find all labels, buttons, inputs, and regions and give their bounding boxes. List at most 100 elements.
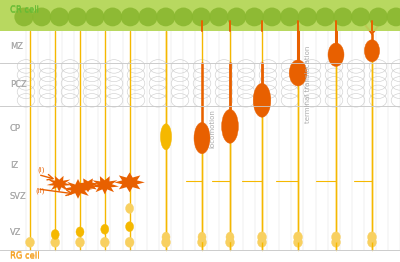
Polygon shape: [114, 172, 145, 192]
Ellipse shape: [126, 222, 134, 232]
Ellipse shape: [121, 8, 140, 26]
Ellipse shape: [26, 237, 34, 247]
Ellipse shape: [294, 237, 302, 247]
Ellipse shape: [316, 8, 335, 26]
Text: locomotion: locomotion: [209, 110, 215, 148]
Ellipse shape: [32, 8, 51, 26]
Ellipse shape: [138, 8, 158, 26]
Ellipse shape: [51, 237, 60, 247]
Polygon shape: [63, 179, 93, 199]
Ellipse shape: [162, 237, 170, 247]
Ellipse shape: [316, 8, 335, 26]
Text: PCZ: PCZ: [10, 80, 27, 89]
Ellipse shape: [194, 122, 210, 154]
Ellipse shape: [160, 124, 172, 150]
Ellipse shape: [126, 204, 134, 213]
Ellipse shape: [333, 8, 352, 26]
Ellipse shape: [50, 8, 69, 26]
Text: CR cell: CR cell: [10, 5, 39, 14]
Ellipse shape: [332, 237, 340, 247]
Ellipse shape: [192, 8, 211, 26]
Ellipse shape: [333, 8, 352, 26]
Ellipse shape: [198, 232, 206, 242]
Ellipse shape: [245, 8, 264, 26]
Ellipse shape: [289, 60, 307, 86]
Ellipse shape: [101, 224, 109, 234]
Ellipse shape: [364, 40, 380, 62]
Polygon shape: [91, 176, 119, 194]
Ellipse shape: [138, 8, 158, 26]
Text: CR cell: CR cell: [10, 7, 39, 15]
Ellipse shape: [386, 8, 400, 26]
Text: SVZ: SVZ: [10, 192, 27, 201]
Ellipse shape: [50, 8, 69, 26]
Ellipse shape: [209, 8, 228, 26]
Ellipse shape: [386, 8, 400, 26]
Text: RG cell: RG cell: [10, 252, 40, 261]
Ellipse shape: [226, 237, 234, 247]
Ellipse shape: [103, 8, 122, 26]
Ellipse shape: [162, 232, 170, 242]
Text: IZ: IZ: [10, 161, 18, 170]
Ellipse shape: [68, 8, 87, 26]
Ellipse shape: [351, 8, 370, 26]
Ellipse shape: [258, 232, 266, 242]
Ellipse shape: [14, 8, 34, 26]
Ellipse shape: [85, 8, 104, 26]
Ellipse shape: [368, 237, 376, 247]
Ellipse shape: [68, 8, 87, 26]
Ellipse shape: [226, 232, 234, 242]
Ellipse shape: [332, 232, 340, 242]
Ellipse shape: [298, 8, 317, 26]
Ellipse shape: [368, 232, 376, 242]
Bar: [0, 0, 400, 31]
Text: SVZ: SVZ: [10, 192, 27, 201]
Ellipse shape: [245, 8, 264, 26]
Text: terminal translocation: terminal translocation: [305, 45, 311, 123]
Ellipse shape: [121, 8, 140, 26]
Ellipse shape: [351, 8, 370, 26]
Text: PCZ: PCZ: [10, 80, 27, 89]
Ellipse shape: [174, 8, 193, 26]
Text: MZ: MZ: [10, 42, 23, 51]
Ellipse shape: [76, 227, 84, 237]
Text: (ii): (ii): [35, 188, 45, 194]
Text: IZ: IZ: [10, 161, 18, 170]
Bar: [0, 0, 400, 31]
Text: MZ: MZ: [10, 42, 23, 51]
Ellipse shape: [125, 237, 134, 247]
Ellipse shape: [328, 43, 344, 67]
Ellipse shape: [76, 237, 84, 247]
Ellipse shape: [294, 232, 302, 242]
Ellipse shape: [258, 237, 266, 247]
Ellipse shape: [227, 8, 246, 26]
Ellipse shape: [85, 8, 104, 26]
Ellipse shape: [174, 8, 193, 26]
Ellipse shape: [280, 8, 299, 26]
Text: CP: CP: [10, 124, 21, 133]
Ellipse shape: [14, 8, 34, 26]
Ellipse shape: [156, 8, 175, 26]
Ellipse shape: [262, 8, 282, 26]
Ellipse shape: [51, 230, 59, 239]
Text: VZ: VZ: [10, 228, 22, 237]
Ellipse shape: [32, 8, 51, 26]
Polygon shape: [77, 178, 99, 192]
Ellipse shape: [103, 8, 122, 26]
Ellipse shape: [198, 237, 206, 247]
Ellipse shape: [100, 237, 109, 247]
Ellipse shape: [227, 8, 246, 26]
Ellipse shape: [369, 8, 388, 26]
Ellipse shape: [253, 83, 271, 117]
Ellipse shape: [262, 8, 282, 26]
Polygon shape: [46, 176, 72, 192]
Ellipse shape: [369, 8, 388, 26]
Text: CP: CP: [10, 124, 21, 133]
Text: RG cell: RG cell: [10, 251, 40, 260]
Ellipse shape: [192, 8, 211, 26]
Ellipse shape: [222, 110, 238, 143]
Text: (i): (i): [37, 167, 45, 173]
Ellipse shape: [298, 8, 317, 26]
Ellipse shape: [156, 8, 175, 26]
Text: VZ: VZ: [10, 228, 22, 237]
